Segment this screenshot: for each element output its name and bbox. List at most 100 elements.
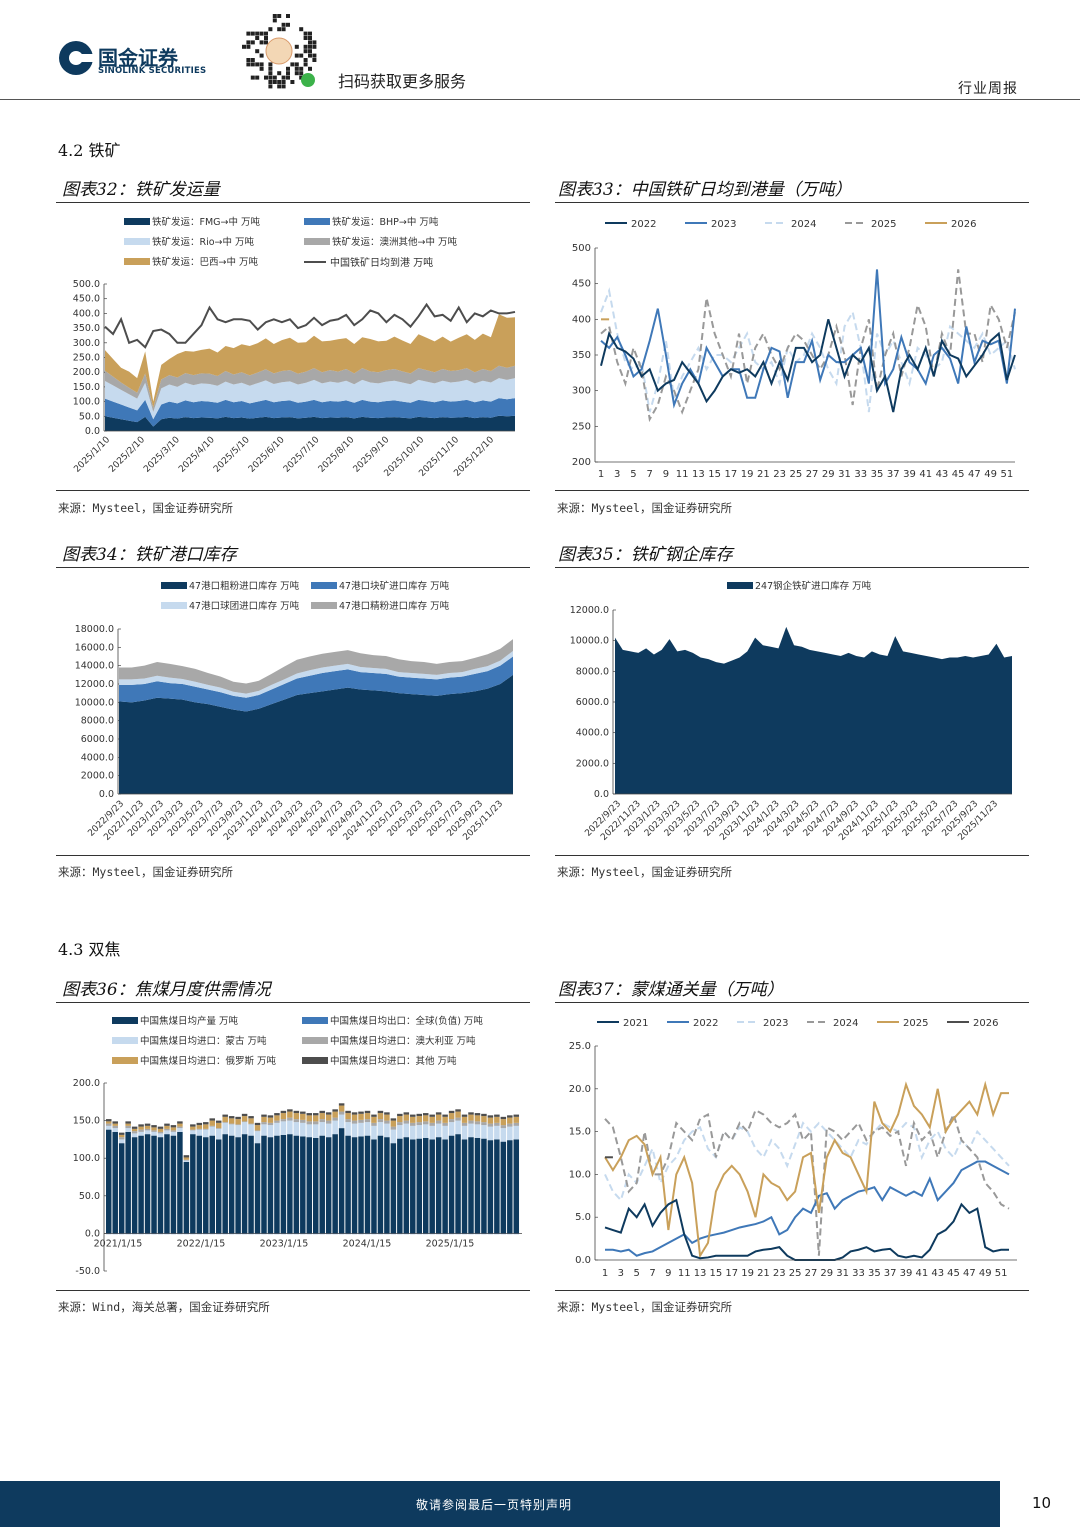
c36-bar-seg-5 xyxy=(487,1117,494,1124)
c32-area-2 xyxy=(105,398,515,427)
c36-bar-seg-6 xyxy=(429,1114,435,1117)
qr-code-icon[interactable] xyxy=(236,8,322,94)
c36-bar-seg-5 xyxy=(474,1115,481,1122)
c36-bar-seg-3 xyxy=(241,1122,248,1135)
c36-bar-seg-5 xyxy=(481,1116,487,1123)
qr-module xyxy=(299,53,304,58)
c36-bar-seg-1 xyxy=(215,1139,222,1234)
report-type-label: 行业周报 xyxy=(958,81,1018,97)
c36-bar-seg-6 xyxy=(151,1125,157,1128)
chart-36-top-rule xyxy=(56,1002,530,1003)
c36-bar-seg-6 xyxy=(410,1114,416,1117)
c36-bar-seg-5 xyxy=(164,1125,170,1129)
c33-legend-label: 2024 xyxy=(791,219,816,230)
c36-bar-seg-3 xyxy=(157,1133,164,1138)
c37-xtick: 9 xyxy=(665,1268,671,1279)
c36-bar-seg-5 xyxy=(112,1123,118,1126)
c36-bar-seg-6 xyxy=(248,1116,254,1119)
c34-ytick: 4000.0 xyxy=(81,752,114,763)
c36-bar-seg-1 xyxy=(228,1135,235,1234)
c36-bar-seg-4 xyxy=(390,1126,397,1130)
chart-36-title: 图表36：焦煤月度供需情况 xyxy=(62,980,271,1000)
c36-bar-seg-5 xyxy=(125,1123,131,1126)
header: 国金证券 SINOLINK SECURITIES 扫码获取更多服务 行业周报 xyxy=(0,0,1080,100)
c34-ytick: 16000.0 xyxy=(75,642,114,653)
c36-bar-seg-5 xyxy=(319,1113,325,1120)
c37-ytick: 15.0 xyxy=(569,1127,591,1138)
c36-bar-seg-3 xyxy=(112,1128,118,1132)
c36-bar-seg-3 xyxy=(235,1125,241,1138)
c36-bar-seg-4 xyxy=(494,1122,500,1126)
c34-legend-swatch xyxy=(311,582,337,589)
c32-ytick: 0.0 xyxy=(85,426,100,437)
c36-bar-seg-4 xyxy=(125,1125,131,1129)
qr-module xyxy=(246,58,251,62)
c36-bar-seg-4 xyxy=(507,1123,513,1127)
qr-module xyxy=(255,49,260,54)
c36-bar-seg-3 xyxy=(267,1125,274,1138)
c37-xtick: 35 xyxy=(868,1268,881,1279)
qr-module xyxy=(308,40,312,45)
c36-bar-seg-3 xyxy=(364,1122,371,1136)
c36-bar-seg-3 xyxy=(190,1130,196,1135)
c36-bar-seg-4 xyxy=(442,1122,448,1126)
qr-module xyxy=(242,44,246,49)
c37-ytick: 25.0 xyxy=(569,1041,591,1052)
c36-bar-seg-5 xyxy=(507,1117,513,1124)
footer-disclaimer[interactable]: 敬请参阅最后一页特别声明 xyxy=(416,1498,573,1512)
qr-module xyxy=(308,66,312,71)
c36-bar-seg-4 xyxy=(157,1131,164,1134)
c37-legend-label: 2026 xyxy=(973,1018,998,1029)
c36-bar-seg-6 xyxy=(293,1110,300,1114)
c37-ytick: 10.0 xyxy=(569,1169,591,1180)
qr-module xyxy=(250,58,255,62)
chart-37-top-rule xyxy=(555,1002,1029,1003)
qr-module xyxy=(246,62,251,67)
c36-bar-seg-1 xyxy=(481,1138,487,1234)
footer-bar xyxy=(0,1481,1000,1527)
qr-module xyxy=(277,27,282,32)
qr-module xyxy=(264,40,268,45)
c32-xtick: 2025/5/10 xyxy=(212,435,252,475)
c36-bar-seg-6 xyxy=(196,1122,203,1126)
c36-bar-seg-5 xyxy=(267,1117,274,1123)
c36-bar-seg-1 xyxy=(410,1139,416,1234)
c37-xtick: 13 xyxy=(694,1268,707,1279)
c36-bar-seg-1 xyxy=(487,1140,494,1234)
c36-bar-seg-6 xyxy=(254,1122,261,1126)
c37-xtick: 5 xyxy=(633,1268,639,1279)
c36-bar-seg-6 xyxy=(157,1126,164,1129)
c36-bar-seg-4 xyxy=(138,1129,144,1132)
qr-module xyxy=(286,71,290,76)
c36-bar-seg-1 xyxy=(170,1135,177,1234)
c36-bar-seg-5 xyxy=(494,1116,500,1123)
c36-bar-seg-3 xyxy=(397,1125,403,1139)
c32-xtick: 2025/2/10 xyxy=(107,435,147,475)
c35-ytick: 0.0 xyxy=(594,789,609,800)
c37-xtick: 41 xyxy=(915,1268,928,1279)
qr-module xyxy=(246,31,251,36)
c36-bar-seg-3 xyxy=(138,1131,144,1136)
c36-bar-seg-4 xyxy=(274,1120,280,1123)
c36-bar-seg-6 xyxy=(287,1109,293,1112)
qr-module xyxy=(294,53,299,58)
c36-bar-seg-5 xyxy=(177,1123,183,1127)
c36-bar-seg-3 xyxy=(319,1122,325,1136)
c36-bar-seg-3 xyxy=(151,1131,157,1136)
c36-bar-seg-6 xyxy=(332,1109,338,1112)
c36-bar-seg-3 xyxy=(293,1122,300,1136)
c34-legend-label: 47港口块矿进口库存 万吨 xyxy=(339,580,450,592)
c36-bar-seg-4 xyxy=(397,1122,403,1126)
c32-ytick: 250.0 xyxy=(73,353,100,364)
c36-bar-seg-6 xyxy=(306,1113,313,1116)
c36-xtick: 2022/1/15 xyxy=(177,1238,226,1249)
qr-module xyxy=(299,27,304,32)
c36-bar-seg-4 xyxy=(319,1119,325,1123)
c36-bar-seg-1 xyxy=(190,1134,196,1234)
c32-ytick: 200.0 xyxy=(73,367,100,378)
qr-module xyxy=(268,27,273,32)
c34-ytick: 6000.0 xyxy=(81,734,114,745)
qr-badge xyxy=(301,73,315,87)
c36-bar-seg-6 xyxy=(371,1114,377,1117)
qr-module xyxy=(268,75,273,80)
